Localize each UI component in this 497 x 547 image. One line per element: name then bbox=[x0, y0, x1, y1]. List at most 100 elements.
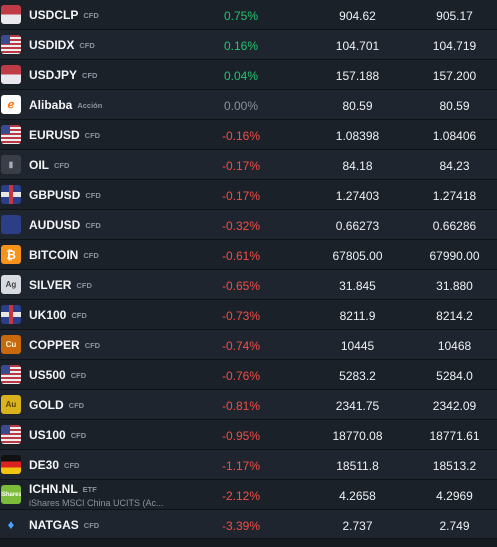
quote-row-eurusd[interactable]: EURUSD CFD -0.16% 1.08398 1.08406 bbox=[0, 120, 497, 150]
change-percent: -0.81% bbox=[221, 399, 261, 413]
ask-price: 5284.0 bbox=[436, 369, 473, 383]
instrument-type: CFD bbox=[70, 371, 87, 380]
instrument-type: Acción bbox=[77, 101, 103, 110]
flag-icon bbox=[1, 65, 21, 84]
ask-price: 4.2969 bbox=[436, 489, 473, 503]
us-flag-icon bbox=[1, 365, 21, 384]
bid-price: 4.2658 bbox=[339, 489, 376, 503]
bid-price: 18770.08 bbox=[332, 429, 383, 443]
instrument-type: CFD bbox=[84, 341, 101, 350]
bid-price: 10445 bbox=[340, 339, 375, 353]
bid-price: 904.62 bbox=[339, 9, 376, 23]
change-percent: 0.16% bbox=[223, 39, 259, 53]
ask-price: 905.17 bbox=[436, 9, 473, 23]
symbol: GOLD CFD bbox=[29, 398, 85, 412]
bid-price: 1.08398 bbox=[335, 129, 380, 143]
change-percent: -0.17% bbox=[221, 159, 261, 173]
quote-row-usdjpy[interactable]: USDJPY CFD 0.04% 157.188 157.200 bbox=[0, 60, 497, 90]
change-percent: -0.76% bbox=[221, 369, 261, 383]
instrument-type: CFD bbox=[82, 71, 98, 80]
instrument-type: CFD bbox=[84, 131, 101, 140]
quote-row-uk100[interactable]: UK100 CFD -0.73% 8211.9 8214.2 bbox=[0, 300, 497, 330]
quote-row-de30[interactable]: DE30 CFD -1.17% 18511.8 18513.2 bbox=[0, 450, 497, 480]
instrument-type: CFD bbox=[83, 521, 100, 530]
change-percent: 0.04% bbox=[223, 69, 259, 83]
bid-price: 2341.75 bbox=[335, 399, 380, 413]
flame-icon: ♦ bbox=[7, 517, 15, 532]
instrument-type: ETF bbox=[82, 485, 97, 494]
ask-price: 84.23 bbox=[439, 159, 470, 173]
quote-row-us100[interactable]: US100 CFD -0.95% 18770.08 18771.61 bbox=[0, 420, 497, 450]
instrument-type: CFD bbox=[76, 281, 92, 290]
quote-row-usdidx[interactable]: USDIDX CFD 0.16% 104.701 104.719 bbox=[0, 30, 497, 60]
quote-row-usdclp[interactable]: USDCLP CFD 0.75% 904.62 905.17 bbox=[0, 0, 497, 30]
bid-price: 1.27403 bbox=[335, 189, 380, 203]
bid-price: 0.66273 bbox=[335, 219, 380, 233]
bid-price: 80.59 bbox=[342, 99, 373, 113]
quote-row-natgas[interactable]: ♦ NATGAS CFD -3.39% 2.737 2.749 bbox=[0, 510, 497, 539]
ishares-logo-icon: iShares bbox=[1, 485, 21, 504]
gold-icon: Au bbox=[1, 395, 21, 414]
quote-row-silver[interactable]: Ag SILVER CFD -0.65% 31.845 31.880 bbox=[0, 270, 497, 300]
quote-row-copper[interactable]: Cu COPPER CFD -0.74% 10445 10468 bbox=[0, 330, 497, 360]
ask-price: 157.200 bbox=[432, 69, 477, 83]
ask-price: 2.749 bbox=[439, 519, 470, 533]
de-flag-icon bbox=[1, 455, 21, 474]
silver-icon: Ag bbox=[1, 275, 21, 294]
symbol: COPPER CFD bbox=[29, 338, 101, 352]
instrument-type: CFD bbox=[68, 401, 85, 410]
quote-row-gbpusd[interactable]: GBPUSD CFD -0.17% 1.27403 1.27418 bbox=[0, 180, 497, 210]
change-percent: -0.65% bbox=[221, 279, 261, 293]
bid-price: 31.845 bbox=[339, 279, 376, 293]
quote-row-oil[interactable]: ▮ OIL CFD -0.17% 84.18 84.23 bbox=[0, 150, 497, 180]
ask-price: 67990.00 bbox=[429, 249, 480, 263]
bid-price: 8211.9 bbox=[339, 309, 376, 323]
bid-price: 157.188 bbox=[335, 69, 380, 83]
quote-row-alibaba[interactable]: ℯ Alibaba Acción 0.00% 80.59 80.59 bbox=[0, 90, 497, 120]
bid-price: 67805.00 bbox=[332, 249, 383, 263]
quote-row-gold[interactable]: Au GOLD CFD -0.81% 2341.75 2342.09 bbox=[0, 390, 497, 420]
change-percent: -3.39% bbox=[221, 519, 261, 533]
instrument-type: CFD bbox=[83, 11, 99, 20]
change-percent: -0.95% bbox=[221, 429, 261, 443]
ask-price: 8214.2 bbox=[436, 309, 473, 323]
flag-icon bbox=[1, 5, 21, 24]
symbol: OIL CFD bbox=[29, 158, 70, 172]
ask-price: 104.719 bbox=[432, 39, 477, 53]
us-flag-icon bbox=[1, 425, 21, 444]
instrument-type: CFD bbox=[83, 251, 99, 260]
quote-row-us500[interactable]: US500 CFD -0.76% 5283.2 5284.0 bbox=[0, 360, 497, 390]
quote-row-ichn[interactable]: iShares ICHN.NL ETF iShares MSCI China UC… bbox=[0, 480, 497, 510]
instrument-type: CFD bbox=[85, 221, 101, 230]
copper-icon: Cu bbox=[1, 335, 21, 354]
ask-price: 0.66286 bbox=[432, 219, 477, 233]
ask-price: 18513.2 bbox=[432, 459, 477, 473]
change-percent: -0.74% bbox=[221, 339, 261, 353]
ask-price: 10468 bbox=[437, 339, 472, 353]
symbol: UK100 CFD bbox=[29, 308, 87, 322]
symbol: USDIDX CFD bbox=[29, 38, 95, 52]
change-percent: -0.73% bbox=[221, 309, 261, 323]
bid-price: 2.737 bbox=[342, 519, 373, 533]
symbol: BITCOIN CFD bbox=[29, 248, 99, 262]
symbol: DE30 CFD bbox=[29, 458, 80, 472]
uk-flag-icon bbox=[1, 305, 21, 324]
quote-row-bitcoin[interactable]: ₿ BITCOIN CFD -0.61% 67805.00 67990.00 bbox=[0, 240, 497, 270]
symbol: NATGAS CFD bbox=[29, 518, 100, 532]
alibaba-logo-icon: ℯ bbox=[1, 95, 21, 114]
ask-price: 1.08406 bbox=[432, 129, 477, 143]
change-percent: -1.17% bbox=[221, 459, 261, 473]
ask-price: 2342.09 bbox=[432, 399, 477, 413]
instrument-type: CFD bbox=[70, 431, 87, 440]
bid-price: 104.701 bbox=[335, 39, 380, 53]
symbol: ICHN.NL ETF bbox=[29, 482, 97, 496]
change-percent: -0.17% bbox=[221, 189, 261, 203]
ask-price: 1.27418 bbox=[432, 189, 477, 203]
quote-row-audusd[interactable]: AUDUSD CFD -0.32% 0.66273 0.66286 bbox=[0, 210, 497, 240]
symbol: Alibaba Acción bbox=[29, 98, 103, 112]
symbol: USDCLP CFD bbox=[29, 8, 99, 22]
instrument-type: CFD bbox=[71, 311, 87, 320]
instrument-name: iShares MSCI China UCITS (Ac... bbox=[29, 498, 164, 508]
au-flag-icon bbox=[1, 215, 21, 234]
change-percent: 0.00% bbox=[223, 99, 259, 113]
